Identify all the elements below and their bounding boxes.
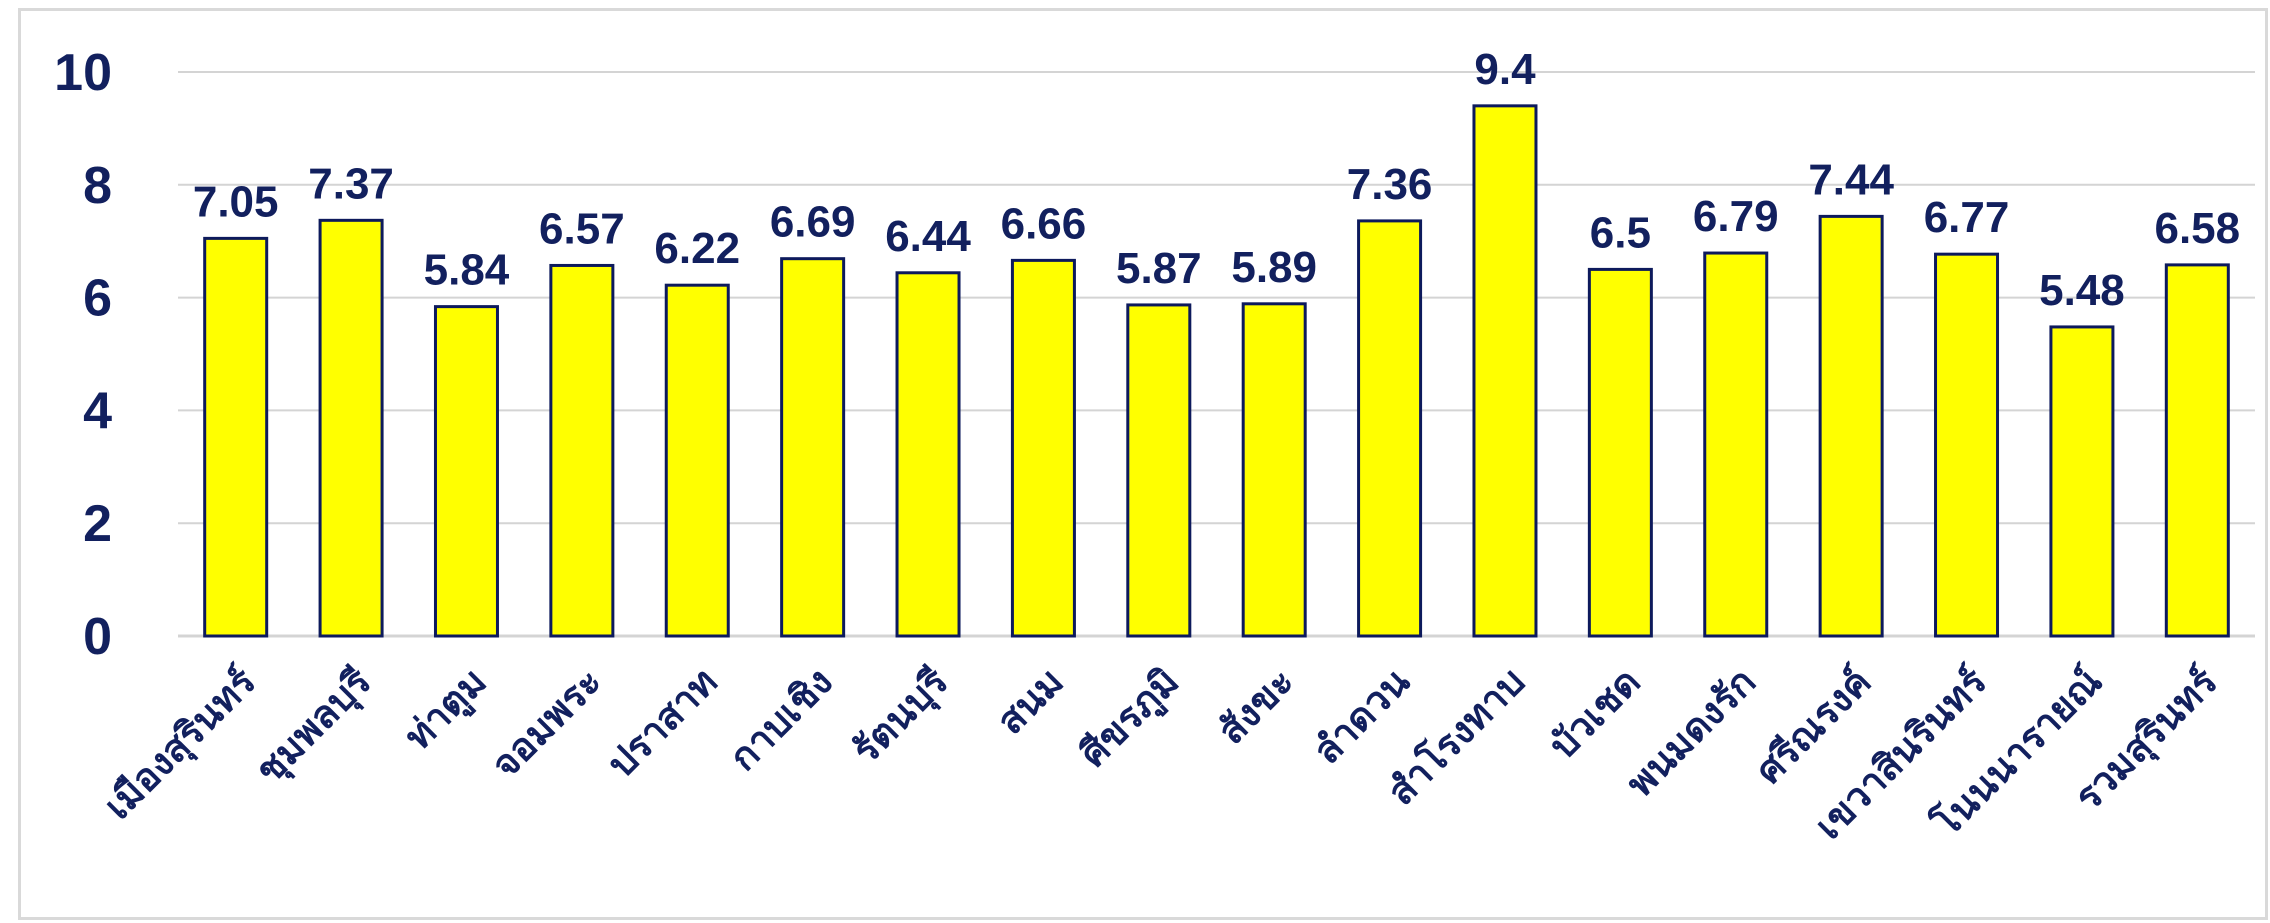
category-label: กาบเชิง bbox=[721, 659, 841, 779]
data-label: 6.66 bbox=[1001, 199, 1087, 248]
bar bbox=[664, 283, 730, 638]
data-label: 9.4 bbox=[1474, 45, 1536, 94]
data-labels: 7.05 7.37 5.84 6.57 6.22 6.69 6.44 6.66 5.87 5.89… bbox=[193, 45, 2240, 315]
data-label: 7.37 bbox=[308, 159, 394, 208]
y-axis-ticks: 0 2 4 6 8 10 bbox=[54, 44, 112, 666]
bar bbox=[318, 218, 384, 638]
data-label: 7.44 bbox=[1808, 155, 1894, 204]
data-label: 6.57 bbox=[539, 204, 625, 253]
data-label: 6.79 bbox=[1693, 192, 1779, 241]
bar bbox=[2049, 325, 2115, 638]
bar bbox=[1934, 252, 2000, 638]
category-label: พนมดงรัก bbox=[1618, 659, 1764, 805]
category-label: รัตนบุรี bbox=[844, 659, 959, 774]
data-label: 6.77 bbox=[1924, 193, 2010, 242]
data-label: 6.69 bbox=[770, 198, 856, 247]
category-label: สังขะ bbox=[1209, 659, 1302, 752]
bar bbox=[1126, 303, 1192, 638]
bar bbox=[1587, 267, 1653, 638]
data-label: 5.87 bbox=[1116, 244, 1202, 293]
bar bbox=[549, 263, 615, 638]
data-label: 5.84 bbox=[424, 246, 510, 295]
category-label: สนม bbox=[988, 659, 1072, 743]
bars bbox=[203, 104, 2230, 638]
bar bbox=[433, 305, 499, 638]
category-label: เมืองสุรินทร์ bbox=[95, 659, 265, 829]
y-tick-label: 0 bbox=[83, 608, 112, 666]
category-label: บัวเชด bbox=[1541, 659, 1649, 767]
category-label: จอมพระ bbox=[483, 659, 610, 786]
category-label: ลำดวน bbox=[1304, 659, 1418, 773]
bar bbox=[780, 257, 846, 638]
category-label: ท่าตูม bbox=[396, 659, 496, 759]
bar bbox=[1703, 251, 1769, 638]
bar bbox=[1241, 302, 1307, 638]
bar bbox=[203, 236, 269, 638]
y-tick-label: 2 bbox=[83, 495, 112, 553]
y-tick-label: 6 bbox=[83, 270, 112, 328]
bar bbox=[1818, 214, 1884, 638]
y-tick-label: 8 bbox=[83, 157, 112, 215]
y-tick-label: 10 bbox=[54, 44, 112, 102]
bar bbox=[1472, 104, 1538, 638]
bar bbox=[1010, 258, 1076, 638]
data-label: 5.89 bbox=[1231, 243, 1317, 292]
data-label: 5.48 bbox=[2039, 266, 2125, 315]
data-label: 7.36 bbox=[1347, 160, 1433, 209]
category-label: ศีขรภูมิ bbox=[1071, 659, 1189, 777]
category-label: ปราสาท bbox=[599, 659, 726, 786]
bar bbox=[2164, 263, 2230, 638]
gridlines bbox=[178, 71, 2255, 638]
data-label: 6.22 bbox=[654, 224, 740, 273]
category-label: ชุมพลบุรี bbox=[247, 659, 382, 794]
data-label: 6.5 bbox=[1590, 208, 1651, 257]
x-axis-categories: เมืองสุรินทร์ชุมพลบุรี ท่าตูมจอมพระปราสาท… bbox=[95, 659, 2227, 848]
data-label: 6.44 bbox=[885, 212, 971, 261]
y-tick-label: 4 bbox=[83, 382, 112, 440]
data-label: 6.58 bbox=[2154, 204, 2240, 253]
bar bbox=[1357, 219, 1423, 638]
data-label: 7.05 bbox=[193, 177, 279, 226]
bar bbox=[895, 271, 961, 638]
